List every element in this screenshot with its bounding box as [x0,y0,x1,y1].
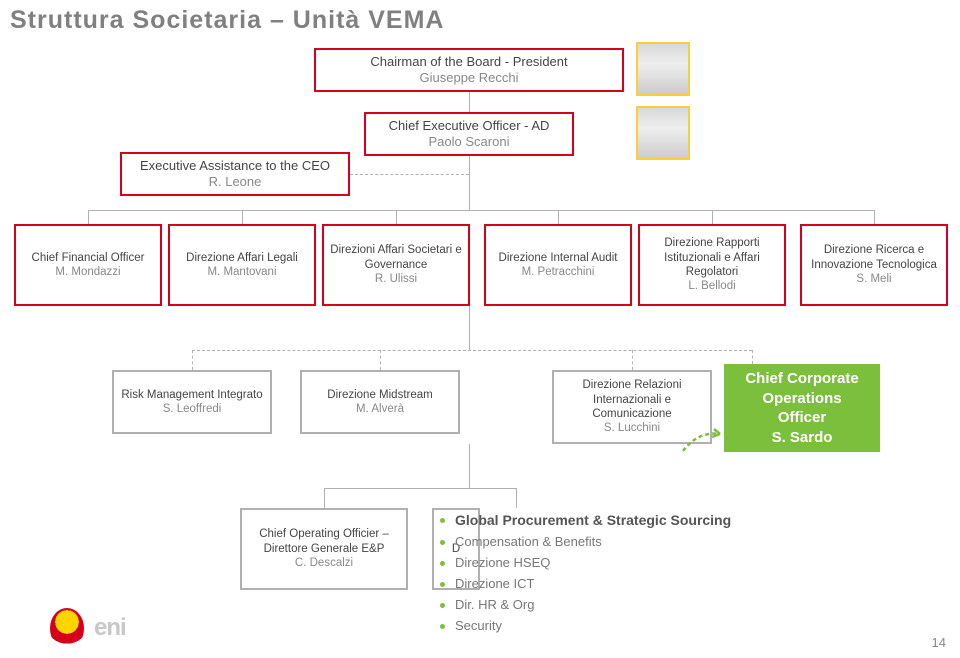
box-title: Direzione Rapporti Istituzionali e Affar… [646,236,778,279]
hl-l2: Operations [734,389,870,409]
connector [469,92,470,112]
box-coo-ep: Chief Operating Officier – Direttore Gen… [240,508,408,590]
bullet-item: Direzione ICT [440,576,731,591]
connector-dashed [192,350,193,370]
bullet-item: Dir. HR & Org [440,597,731,612]
box-name: L. Bellodi [688,279,735,293]
connector [469,156,470,210]
box-title: Direzione Midstream [327,388,432,402]
highlight-ccoo: Chief Corporate Operations Officer S. Sa… [724,364,880,452]
bullet-item: Global Procurement & Strategic Sourcing [440,512,731,528]
ceo-title: Chief Executive Officer - AD [389,118,550,134]
box-title: Direzione Ricerca e Innovazione Tecnolog… [808,243,940,272]
bullet-item: Direzione HSEQ [440,555,731,570]
connector [324,488,325,508]
chairman-photo [636,42,690,96]
bullet-list: Global Procurement & Strategic Sourcing … [440,512,731,639]
box-a3: Direzione Internal Audit M. Petracchini [484,224,632,306]
box-name: C. Descalzi [295,556,353,570]
connector [632,350,633,370]
connector [469,306,470,350]
bullet-text: Direzione HSEQ [455,555,550,570]
box-assist: Executive Assistance to the CEO R. Leone [120,152,350,196]
bullet-icon [440,582,445,587]
bullet-text: Dir. HR & Org [455,597,534,612]
bullet-item: Compensation & Benefits [440,534,731,549]
hl-l4: S. Sardo [734,428,870,448]
box-title: Direzioni Affari Societari e Governance [330,243,462,272]
connector-dashed [380,350,381,370]
connector [516,488,517,508]
connector-dashed [192,350,752,351]
connector-bus [324,488,516,489]
logo-word: eni [94,614,126,642]
connector [874,210,875,224]
box-a5: Direzione Ricerca e Innovazione Tecnolog… [800,224,948,306]
box-name: R. Ulissi [375,272,417,286]
chairman-name: Giuseppe Recchi [420,70,519,86]
assist-title: Executive Assistance to the CEO [140,158,330,174]
bullet-icon [440,540,445,545]
ceo-name: Paolo Scaroni [429,134,510,150]
ceo-photo [636,106,690,160]
box-name: M. Petracchini [522,265,595,279]
bullet-icon [440,518,445,523]
connector [712,210,713,224]
arrow-icon [678,426,728,456]
box-title: Risk Management Integrato [121,388,262,402]
box-title: Direzione Affari Legali [186,251,298,265]
connector [242,210,243,224]
box-title: Direzione Relazioni Internazionali e Com… [560,378,704,421]
connector [88,210,89,224]
flame-icon [50,608,84,648]
box-mid: Direzione Midstream M. Alverà [300,370,460,434]
bullet-icon [440,624,445,629]
page-number: 14 [932,635,946,650]
box-chairman: Chairman of the Board - President Giusep… [314,48,624,92]
box-name: S. Leoffredi [163,402,222,416]
box-name: S. Lucchini [604,421,660,435]
bullet-icon [440,561,445,566]
box-a1: Direzione Affari Legali M. Mantovani [168,224,316,306]
box-risk: Risk Management Integrato S. Leoffredi [112,370,272,434]
bullet-item: Security [440,618,731,633]
connector [752,350,753,364]
bullet-text: Compensation & Benefits [455,534,602,549]
box-ceo: Chief Executive Officer - AD Paolo Scaro… [364,112,574,156]
hl-l1: Chief Corporate [734,369,870,389]
box-title: Chief Financial Officer [32,251,145,265]
bullet-text: Security [455,618,502,633]
box-name: M. Mondazzi [55,265,120,279]
footer-logo: eni [50,608,126,648]
page-title: Struttura Societaria – Unità VEMA [10,6,444,35]
bullet-text: Global Procurement & Strategic Sourcing [455,512,731,528]
box-name: M. Alverà [356,402,404,416]
box-a4: Direzione Rapporti Istituzionali e Affar… [638,224,786,306]
hl-l3: Officer [734,408,870,428]
bullet-text: Direzione ICT [455,576,534,591]
bullet-icon [440,603,445,608]
assist-name: R. Leone [209,174,262,190]
box-name: M. Mantovani [207,265,276,279]
connector [396,210,397,224]
connector [558,210,559,224]
box-cfo: Chief Financial Officer M. Mondazzi [14,224,162,306]
box-title: Chief Operating Officier – Direttore Gen… [248,527,400,556]
connector-bus [88,210,874,211]
connector-dashed [350,174,469,175]
box-name: S. Meli [856,272,891,286]
box-title: Direzione Internal Audit [499,251,618,265]
chairman-title: Chairman of the Board - President [370,54,567,70]
connector [469,444,470,488]
box-a2: Direzioni Affari Societari e Governance … [322,224,470,306]
